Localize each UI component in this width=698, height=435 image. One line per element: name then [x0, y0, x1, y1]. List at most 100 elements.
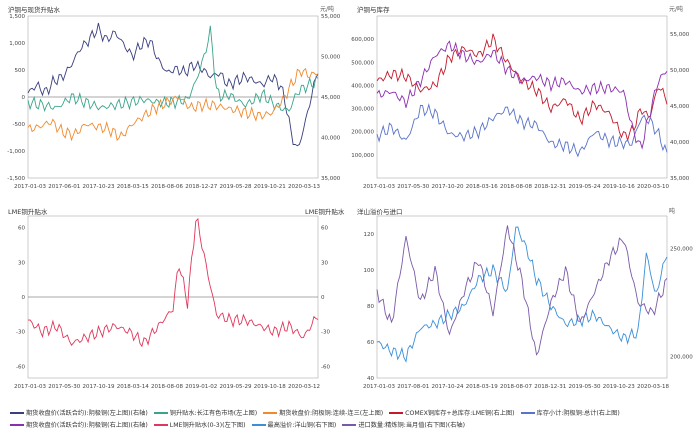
- x-tick-label: 2018-03-14: [117, 384, 149, 390]
- chart-title: LME铜升贴水: [8, 208, 48, 216]
- legend-item: COMEX铜库存+总库存:LME铜(右上图): [389, 408, 515, 420]
- y-tick-label-left: -1,000: [7, 149, 25, 155]
- x-tick-label: 2018-12-31: [534, 384, 566, 390]
- x-tick-label: 2018-03-16: [466, 184, 498, 190]
- x-tick-label: 2019-10-23: [603, 384, 635, 390]
- legend-swatch: [342, 424, 357, 426]
- x-tick-label: 2019-05-24: [569, 184, 601, 190]
- x-tick-label: 2019-10-16: [603, 184, 635, 190]
- legend-label: LME铜升贴水(0-3)(左下图): [169, 422, 246, 429]
- x-tick-label: 2017-01-03: [14, 384, 46, 390]
- legend-label: 最高溢价:洋山铜(右下图): [267, 422, 337, 429]
- series-line: [27, 22, 319, 147]
- legend-label: 铜升贴水:长江有色市场(左上图): [169, 410, 258, 417]
- legend-swatch: [10, 412, 24, 414]
- y-tick-label-right: 55,000: [670, 32, 690, 38]
- legend-swatch: [10, 424, 24, 426]
- legend-label: 进口数量:精炼铜:当月值(右下图)(右轴): [358, 422, 465, 429]
- chart-legend: 期货收盘价(活跃合约):阴极铜(左上图)(右轴) 铜升贴水:长江有色市场(左上图)…: [10, 408, 698, 432]
- chart-svg-1: 1,500 1,000 500 0 -500 -1,000 -1,500 55,000 50,0…: [7, 14, 341, 190]
- legend-label: 期货收盘价:阴极铜:连续-连三(左上图): [279, 410, 384, 417]
- x-tick-label: 2019-10-18: [254, 384, 286, 390]
- y-tick-label-left: -500: [13, 122, 26, 128]
- y-tick-label-left: 80: [367, 304, 374, 310]
- chart-unit-right: 元/吨: [320, 6, 335, 13]
- chart-panel-4: 洋山溢价与进口 吨 120 100 80 60 40 250,000 200,000 2017…: [349, 200, 698, 400]
- y-tick-label-left: 0: [22, 95, 26, 101]
- y-tick-label-left: -60: [16, 364, 25, 370]
- y-tick-label-left: 600,000: [351, 37, 374, 43]
- y-tick-label-right: 45,000: [321, 95, 341, 101]
- x-tick-label: 2020-03-18: [637, 384, 669, 390]
- chart-title: 沪铜与现货升贴水: [8, 6, 60, 14]
- x-tick-label: 2020-03-10: [637, 184, 669, 190]
- y-tick-label-left: -30: [16, 330, 25, 336]
- x-tick-label: 2017-10-20: [432, 184, 464, 190]
- x-tick-label: 2018-12-31: [534, 184, 566, 190]
- x-tick-label: 2017-06-01: [48, 184, 80, 190]
- x-tick-label: 2019-10-21: [254, 184, 286, 190]
- plot-frame: [376, 15, 668, 179]
- legend-item: 铜升贴水:长江有色市场(左上图): [153, 408, 258, 420]
- x-tick-label: 2019-05-28: [220, 184, 252, 190]
- legend-label: 库存小计:阴极铜:总计(右上图): [536, 410, 620, 417]
- y-tick-label-right: 50,000: [321, 55, 341, 61]
- y-tick-label-left: 60: [18, 226, 25, 232]
- y-tick-label-left: 60: [367, 340, 374, 346]
- y-tick-label-left: 400,000: [351, 83, 374, 89]
- series-line: [27, 67, 319, 142]
- y-tick-label-right: 200,000: [670, 354, 693, 360]
- x-tick-label: 2017-08-01: [397, 384, 429, 390]
- chart-panel-2: 沪铜与库存 元/吨 600,000 500,000 400,000 300,000 20…: [349, 0, 698, 200]
- x-tick-label: 2017-05-30: [397, 184, 429, 190]
- y-tick-label-left: 500: [15, 68, 26, 74]
- legend-swatch: [153, 424, 168, 426]
- y-tick-label-left: 120: [364, 232, 375, 238]
- legend-label: 期货收盘价(活跃合约):阴极铜(左上图)(右轴): [26, 410, 148, 417]
- series-line: [376, 33, 668, 143]
- x-tick-label: 2017-01-03: [363, 184, 395, 190]
- x-tick-label: 2018-12-27: [185, 184, 217, 190]
- x-tick-label: 2018-08-06: [151, 184, 183, 190]
- plot-frame: [376, 215, 668, 379]
- chart-unit-right: 元/吨: [669, 6, 684, 13]
- y-tick-label-right: -30: [321, 330, 330, 336]
- y-tick-label-right: 45,000: [670, 104, 690, 110]
- chart-panel-3: LME铜升贴水 LME铜升贴水 60 30 0 -30 -60 60 30 0 -30 -60 20…: [0, 200, 349, 400]
- y-tick-label-left: 1,000: [9, 41, 25, 47]
- series-line: [376, 103, 668, 158]
- legend-swatch: [520, 412, 535, 414]
- x-tick-label: 2018-03-19: [466, 384, 498, 390]
- legend-swatch: [251, 424, 266, 426]
- y-tick-label-right: 35,000: [321, 176, 341, 182]
- y-tick-label-right: 35,000: [670, 176, 690, 182]
- chart-title: 沪铜与库存: [357, 6, 390, 14]
- x-tick-label: 2020-03-13: [288, 184, 320, 190]
- legend-item: 期货收盘价:阴极铜:连续-连三(左上图): [263, 408, 383, 420]
- chart-title-right: LME铜升贴水: [305, 208, 345, 216]
- y-tick-label-left: 100,000: [351, 153, 374, 159]
- x-tick-label: 2017-10-23: [83, 184, 115, 190]
- legend-item: 最高溢价:洋山铜(右下图): [251, 420, 337, 432]
- x-tick-label: 2017-01-03: [14, 184, 46, 190]
- legend-swatch: [389, 412, 404, 414]
- legend-item: 期货收盘价(活跃合约):阴极铜(左上图)(右轴): [10, 408, 148, 420]
- y-tick-label-right: 40,000: [670, 140, 690, 146]
- y-tick-label-right: 55,000: [321, 14, 341, 20]
- chart-title: 洋山溢价与进口: [357, 208, 403, 216]
- x-tick-label: 2018-08-08: [151, 384, 183, 390]
- legend-item: 进口数量:精炼铜:当月值(右下图)(右轴): [342, 420, 465, 432]
- legend-swatch: [263, 412, 278, 414]
- series-line: [376, 225, 668, 356]
- y-tick-label-right: 60: [321, 226, 328, 232]
- y-tick-label-left: -1,500: [7, 176, 25, 182]
- legend-item: LME铜升贴水(0-3)(左下图): [153, 420, 246, 432]
- y-tick-label-left: 200,000: [351, 130, 374, 136]
- x-tick-label: 2017-01-03: [363, 384, 395, 390]
- legend-item: 期货收盘价(活跃合约):阴极铜(右上图)(右轴): [10, 420, 148, 432]
- y-tick-label-left: 500,000: [351, 60, 374, 66]
- series-line: [27, 25, 319, 113]
- y-tick-label-left: 300,000: [351, 107, 374, 113]
- chart-unit-right: 吨: [669, 208, 676, 215]
